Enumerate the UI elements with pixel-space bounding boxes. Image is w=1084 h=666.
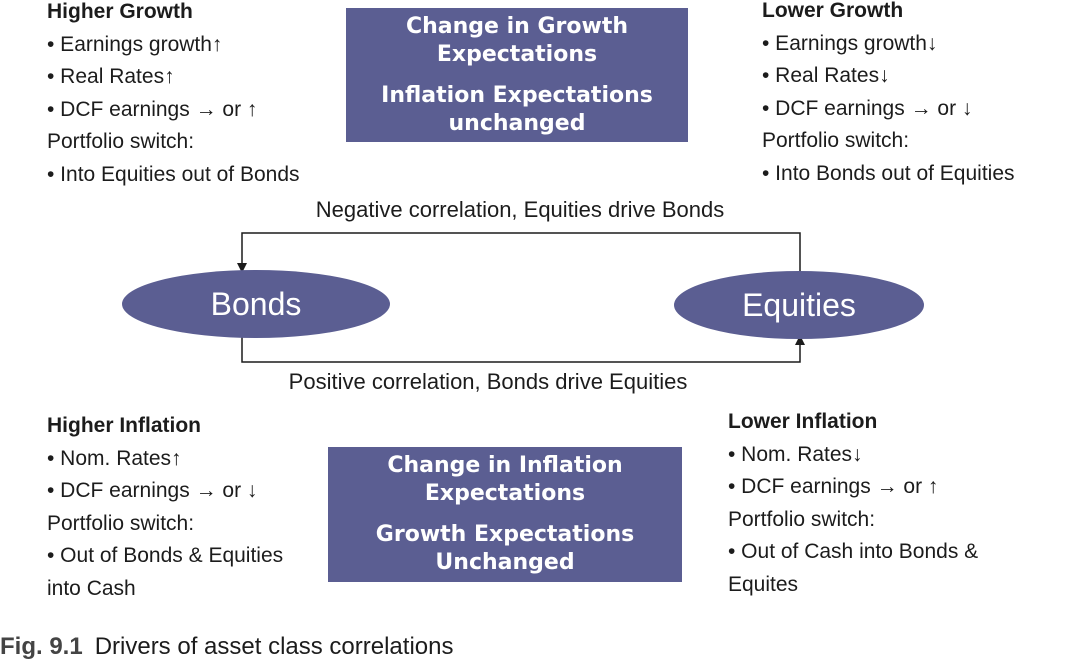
figure-caption: Fig. 9.1 Drivers of asset class correlati… bbox=[0, 633, 453, 661]
lower-growth-line: • Earnings growth↓ bbox=[762, 31, 938, 55]
lower-growth-line: • Real Rates↓ bbox=[762, 64, 890, 87]
higher-inflation-block: Higher Inflation • Nom. Rates↑ • DCF ear… bbox=[47, 410, 283, 605]
lower-inflation-block: Lower Inflation • Nom. Rates↓ • DCF earn… bbox=[728, 406, 978, 601]
lower-growth-title: Lower Growth bbox=[762, 0, 904, 22]
higher-inflation-line: • Out of Bonds & Equities bbox=[47, 544, 284, 567]
higher-growth-block: Higher Growth • Earnings growth↑ • Real … bbox=[47, 0, 300, 191]
growth-change-box: Change in Growth Expectations Inflation … bbox=[346, 8, 688, 142]
lower-inflation-line: • Out of Cash into Bonds & bbox=[728, 540, 979, 563]
equities-ellipse: Equities bbox=[674, 271, 924, 339]
lower-inflation-title: Lower Inflation bbox=[728, 410, 878, 433]
growth-box-line: Inflation Expectations bbox=[381, 82, 653, 108]
inflation-change-box: Change in Inflation Expectations Growth … bbox=[328, 447, 682, 582]
inflation-box-line: Expectations bbox=[424, 481, 586, 506]
negative-correlation-arrow bbox=[237, 232, 801, 280]
lower-inflation-line: Equites bbox=[728, 572, 799, 596]
higher-inflation-line: • Nom. Rates↑ bbox=[47, 446, 182, 470]
higher-growth-title: Higher Growth bbox=[47, 0, 193, 23]
figure-label: Fig. 9.1 bbox=[0, 633, 83, 660]
higher-growth-line: • Into Equities out of Bonds bbox=[47, 162, 300, 186]
positive-correlation-arrow bbox=[241, 335, 805, 363]
equities-label: Equities bbox=[742, 286, 856, 323]
bonds-ellipse: Bonds bbox=[122, 270, 390, 338]
lower-growth-line: • DCF earnings → or ↓ bbox=[762, 96, 973, 120]
bonds-label: Bonds bbox=[210, 285, 302, 322]
lower-growth-line: Portfolio switch: bbox=[762, 129, 910, 152]
growth-box-line: Change in Growth bbox=[405, 13, 629, 39]
higher-growth-line: Portfolio switch: bbox=[47, 130, 195, 153]
lower-inflation-line: Portfolio switch: bbox=[728, 507, 876, 531]
inflation-box-line: Growth Expectations bbox=[375, 522, 635, 547]
inflation-box-line: Change in Inflation bbox=[387, 453, 623, 478]
growth-box-line: Expectations bbox=[436, 41, 598, 67]
higher-growth-line: • Earnings growth↑ bbox=[47, 32, 223, 56]
higher-inflation-title: Higher Inflation bbox=[47, 414, 201, 437]
figure-caption-text: Drivers of asset class correlations bbox=[94, 633, 454, 660]
higher-inflation-line: into Cash bbox=[47, 576, 136, 600]
negative-correlation-label: Negative correlation, Equities drive Bon… bbox=[315, 197, 725, 222]
higher-inflation-line: • DCF earnings → or ↓ bbox=[47, 479, 258, 502]
lower-inflation-line: • Nom. Rates↓ bbox=[728, 442, 863, 466]
higher-growth-line: • Real Rates↑ bbox=[47, 65, 175, 88]
higher-inflation-line: Portfolio switch: bbox=[47, 511, 195, 535]
lower-growth-line: • Into Bonds out of Equities bbox=[762, 161, 1015, 185]
higher-growth-line: • DCF earnings → or ↑ bbox=[47, 97, 258, 121]
lower-inflation-line: • DCF earnings → or ↑ bbox=[728, 475, 939, 498]
positive-correlation-label: Positive correlation, Bonds drive Equiti… bbox=[288, 369, 688, 394]
lower-growth-block: Lower Growth • Earnings growth↓ • Real R… bbox=[762, 0, 1015, 190]
growth-box-line: unchanged bbox=[448, 110, 586, 136]
inflation-box-line: Unchanged bbox=[435, 550, 575, 575]
